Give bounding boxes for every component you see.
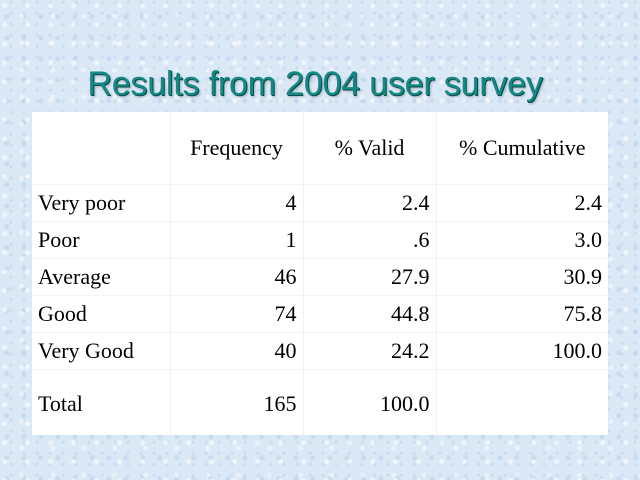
header-frequency: Frequency (170, 112, 304, 185)
table-row: Very poor 4 2.4 2.4 (32, 184, 608, 222)
row-label: Poor (32, 221, 171, 259)
row-valid: .6 (303, 221, 437, 259)
table-total-row: Total 165 100.0 (32, 369, 608, 438)
row-cumulative: 30.9 (436, 258, 608, 296)
row-frequency: 40 (170, 332, 304, 370)
row-cumulative: 2.4 (436, 184, 608, 222)
row-valid: 44.8 (303, 295, 437, 333)
row-cumulative: 100.0 (436, 332, 608, 370)
row-frequency: 74 (170, 295, 304, 333)
total-valid: 100.0 (303, 369, 437, 437)
row-frequency: 46 (170, 258, 304, 296)
row-cumulative: 3.0 (436, 221, 608, 259)
row-cumulative: 75.8 (436, 295, 608, 333)
row-label: Very Good (32, 332, 171, 370)
table-header-row: Frequency % Valid % Cumulative (32, 112, 608, 185)
header-empty (32, 112, 171, 185)
row-label: Very poor (32, 184, 171, 222)
row-frequency: 1 (170, 221, 304, 259)
header-valid: % Valid (303, 112, 437, 185)
row-valid: 27.9 (303, 258, 437, 296)
header-cumulative: % Cumulative (436, 112, 608, 185)
table-row: Poor 1 .6 3.0 (32, 221, 608, 259)
results-table-card: Frequency % Valid % Cumulative Very poor… (32, 112, 608, 437)
total-label: Total (32, 369, 171, 437)
row-valid: 24.2 (303, 332, 437, 370)
table-row: Average 46 27.9 30.9 (32, 258, 608, 296)
row-valid: 2.4 (303, 184, 437, 222)
slide-title: Results from 2004 user survey (87, 64, 543, 103)
row-label: Good (32, 295, 171, 333)
row-label: Average (32, 258, 171, 296)
table-row: Good 74 44.8 75.8 (32, 295, 608, 333)
total-frequency: 165 (170, 369, 304, 437)
table-row: Very Good 40 24.2 100.0 (32, 332, 608, 370)
total-cumulative (436, 370, 608, 438)
results-table: Frequency % Valid % Cumulative Very poor… (32, 112, 608, 437)
row-frequency: 4 (170, 184, 304, 222)
